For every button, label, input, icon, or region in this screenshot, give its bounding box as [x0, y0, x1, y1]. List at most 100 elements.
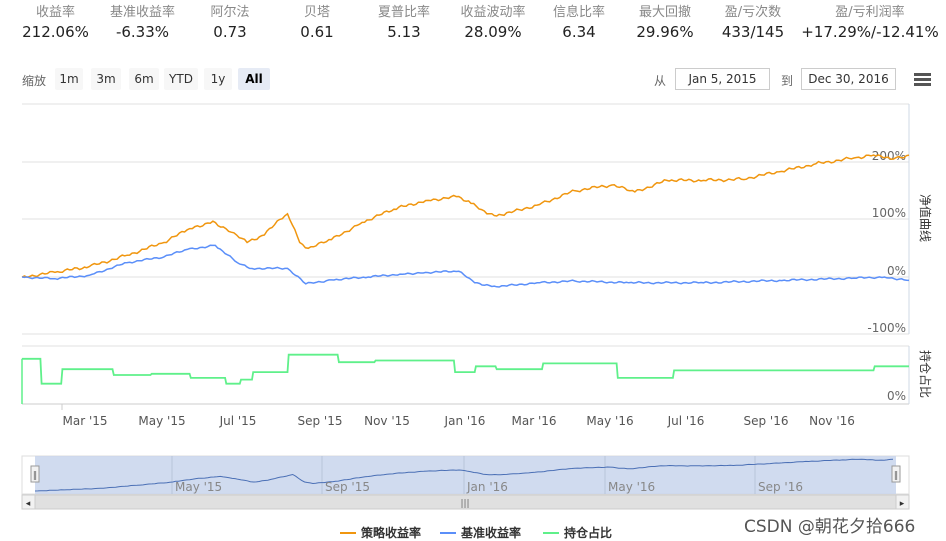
- to-label: 到: [781, 74, 794, 88]
- stat-win-loss-profit: 盈/亏利润率 +17.29%/-12.41%: [800, 4, 940, 42]
- scroll-right-button[interactable]: [895, 494, 910, 510]
- stat-value: 5.13: [387, 23, 421, 41]
- navigator-grid: [171, 456, 756, 494]
- navigator-series-line: [34, 458, 894, 492]
- stat-value: 29.96%: [636, 23, 694, 41]
- range-button-ytd[interactable]: YTD: [164, 68, 198, 90]
- stat-label: 收益波动率: [460, 5, 526, 20]
- stat-value: 0.73: [213, 23, 247, 41]
- main-y-axis-ticks: 200% 100% 0% -100%: [867, 149, 906, 335]
- y-tick-label: -100%: [867, 321, 906, 335]
- x-tick-label: Nov '16: [809, 414, 855, 428]
- stat-label: 夏普比率: [377, 5, 430, 20]
- stat-info-ratio: 信息比率 6.34: [543, 4, 615, 42]
- stat-value: 0.61: [300, 23, 334, 41]
- navigator-selection[interactable]: [35, 456, 896, 494]
- main-panel-grid: [22, 103, 910, 335]
- stat-max-drawdown: 最大回撤 29.96%: [628, 4, 702, 42]
- x-tick-label: Jul '16: [667, 414, 705, 428]
- zoom-label: 缩放: [22, 74, 47, 88]
- navigator-tick-label: May '15: [175, 480, 222, 494]
- from-date-input[interactable]: Jan 5, 2015: [675, 68, 770, 90]
- y-tick-label: 200%: [872, 149, 906, 163]
- stat-value: 212.06%: [22, 23, 89, 41]
- stat-value: 28.09%: [464, 23, 522, 41]
- stat-label: 信息比率: [552, 5, 605, 20]
- scroll-right-arrow-icon: ▸: [900, 499, 905, 509]
- navigator-right-handle[interactable]: ‖: [891, 465, 901, 483]
- main-series-group: [21, 154, 910, 288]
- watermark: CSDN @朝花夕拾666: [744, 517, 916, 537]
- x-tick-label: Sep '16: [744, 414, 789, 428]
- legend-item-benchmark[interactable]: 基准收益率: [440, 524, 521, 541]
- range-button-1y[interactable]: 1y: [204, 68, 232, 90]
- legend-label: 基准收益率: [461, 526, 522, 540]
- stat-beta: 贝塔 0.61: [282, 4, 352, 42]
- x-tick-label: Jul '15: [219, 414, 257, 428]
- stat-return: 收益率 212.06%: [18, 4, 93, 42]
- stat-label: 贝塔: [303, 5, 330, 20]
- range-button-all[interactable]: All: [238, 68, 270, 90]
- stats-bar: 收益率 212.06% 基准收益率 -6.33% 阿尔法 0.73 贝塔 0.6…: [0, 4, 946, 44]
- legend: 策略收益率 基准收益率 持仓占比: [0, 524, 946, 540]
- legend-item-strategy[interactable]: 策略收益率: [340, 524, 421, 541]
- legend-item-position[interactable]: 持仓占比: [543, 524, 612, 541]
- stat-alpha: 阿尔法 0.73: [195, 4, 265, 42]
- x-tick-label: Mar '16: [511, 414, 556, 428]
- stat-value: +17.29%/-12.41%: [801, 23, 939, 41]
- hamburger-menu-icon[interactable]: [914, 73, 931, 87]
- navigator-tick-label: Sep '15: [325, 480, 370, 494]
- stat-volatility: 收益波动率 28.09%: [453, 4, 533, 42]
- navigator-tick-label: May '16: [608, 480, 655, 494]
- scroll-left-arrow-icon: ◂: [26, 499, 31, 509]
- stat-label: 盈/亏次数: [724, 5, 782, 20]
- x-tick-label: Mar '15: [62, 414, 107, 428]
- legend-label: 持仓占比: [564, 526, 613, 540]
- position-y-axis-title: 持仓占比: [918, 350, 933, 398]
- handle-grip-left: ‖: [33, 471, 38, 481]
- position-panel-grid: [22, 345, 910, 405]
- from-label: 从: [654, 74, 667, 88]
- position-y-tick-label: 0%: [887, 389, 906, 403]
- chart-area: 200% 100% 0% -100% 0% 净值曲线 持仓占比 Mar '15 …: [21, 103, 933, 510]
- scroll-left-button[interactable]: [21, 494, 36, 510]
- range-selector: 缩放 1m 3m 6m YTD 1y All 从 Jan 5, 2015 到 D…: [0, 66, 946, 92]
- stat-label: 最大回撤: [638, 5, 691, 20]
- stat-label: 基准收益率: [109, 5, 175, 20]
- navigator-tick-label: Jan '16: [466, 480, 508, 494]
- legend-swatch: [340, 531, 356, 534]
- x-axis-ticks: Mar '15 May '15 Jul '15 Sep '15 Nov '15 …: [61, 404, 855, 428]
- position-series-group: [21, 353, 909, 404]
- stat-label: 盈/亏利润率: [835, 5, 905, 20]
- scrollbar[interactable]: ||| ◂ ▸: [21, 494, 910, 510]
- scrollbar-grip: |||: [460, 499, 469, 509]
- y-tick-label: 0%: [887, 264, 906, 278]
- stat-label: 阿尔法: [210, 5, 250, 20]
- stat-win-loss-count: 盈/亏次数 433/145: [714, 4, 792, 42]
- stat-label: 收益率: [35, 5, 75, 20]
- handle-grip-right: ‖: [894, 471, 899, 481]
- navigator[interactable]: May '15 Sep '15 Jan '16 May '16 Sep '16 …: [21, 455, 910, 495]
- stat-value: -6.33%: [115, 23, 170, 41]
- x-tick-label: Nov '15: [364, 414, 410, 428]
- legend-swatch: [543, 531, 559, 534]
- benchmark-return-line: [21, 244, 910, 288]
- navigator-left-handle[interactable]: ‖: [30, 465, 40, 483]
- range-button-1m[interactable]: 1m: [55, 68, 83, 90]
- x-tick-label: Jan '16: [444, 414, 486, 428]
- legend-label: 策略收益率: [361, 526, 422, 540]
- stat-value: 6.34: [562, 23, 596, 41]
- x-tick-label: May '16: [586, 414, 633, 428]
- range-button-3m[interactable]: 3m: [91, 68, 121, 90]
- strategy-return-line: [21, 154, 910, 279]
- main-y-axis-title: 净值曲线: [918, 194, 933, 242]
- to-date-input[interactable]: Dec 30, 2016: [801, 68, 896, 90]
- x-tick-label: Sep '15: [298, 414, 343, 428]
- x-tick-label: May '15: [138, 414, 185, 428]
- position-ratio-line: [22, 353, 909, 385]
- range-button-6m[interactable]: 6m: [129, 68, 159, 90]
- legend-swatch: [440, 531, 456, 534]
- stat-sharpe: 夏普比率 5.13: [368, 4, 440, 42]
- stat-benchmark-return: 基准收益率 -6.33%: [100, 4, 185, 42]
- stat-value: 433/145: [721, 23, 785, 41]
